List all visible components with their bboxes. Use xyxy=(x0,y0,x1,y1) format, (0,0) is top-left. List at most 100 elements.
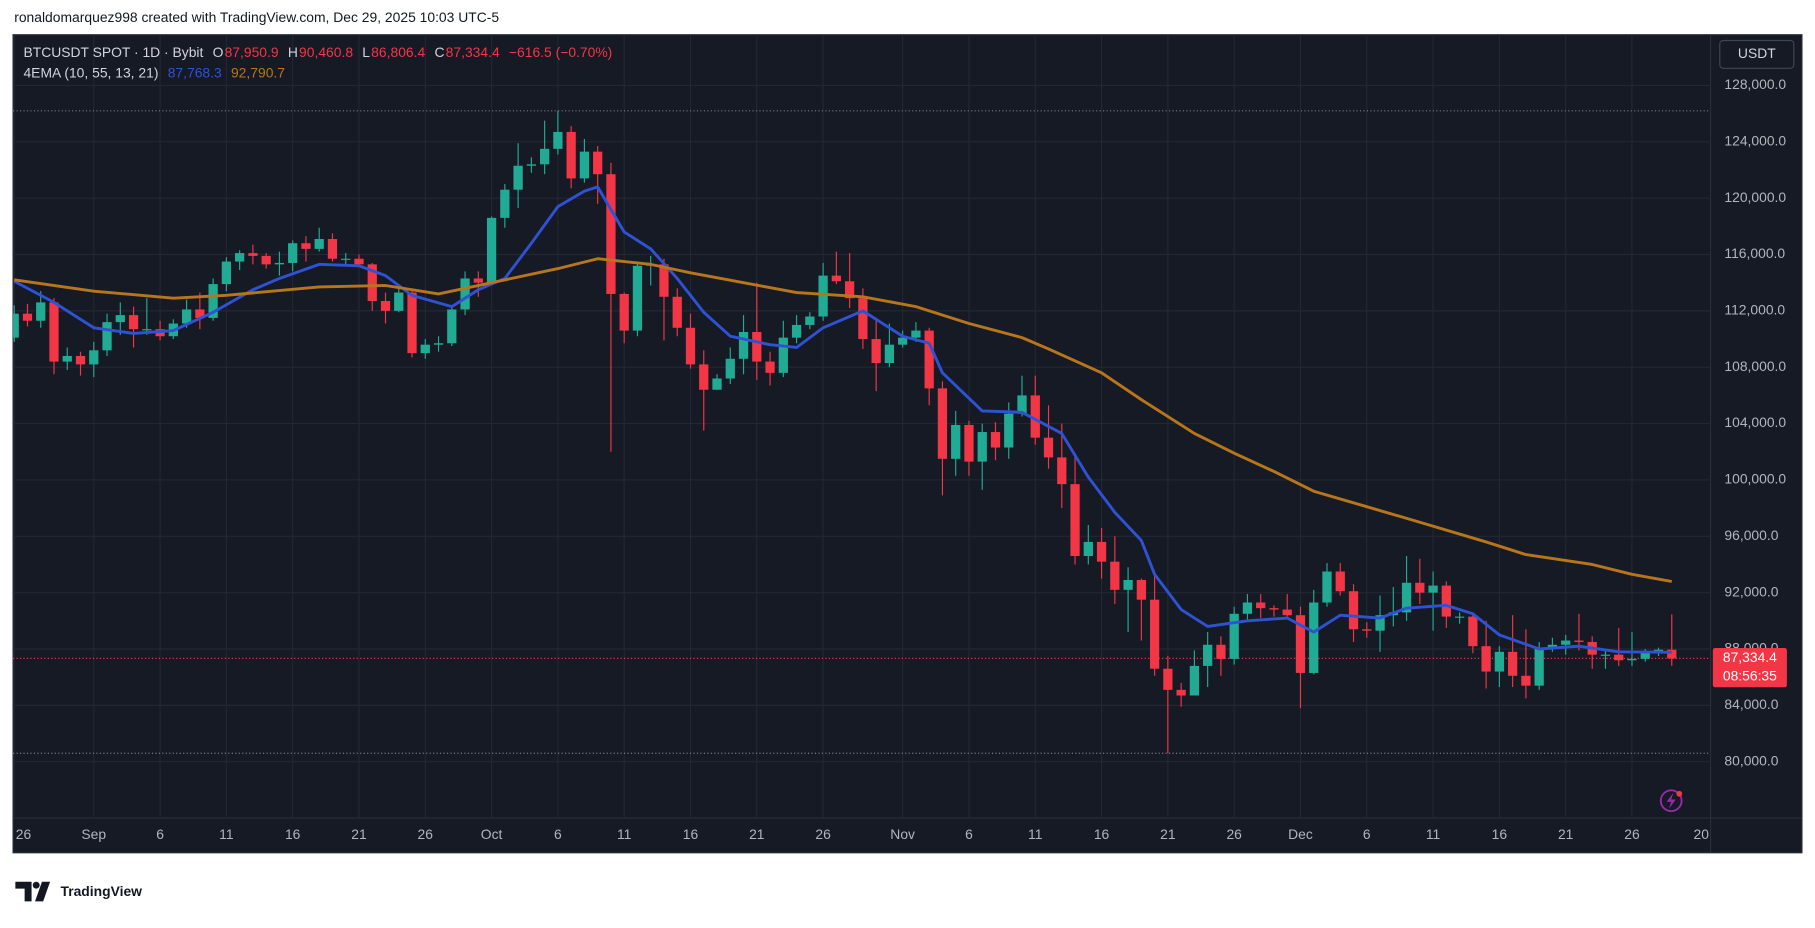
candle-body xyxy=(1030,395,1040,438)
candle-body xyxy=(75,355,86,365)
candle-body xyxy=(778,337,788,373)
plot-area xyxy=(13,110,1677,754)
y-tick-label: 96,000.0 xyxy=(1724,527,1778,543)
candle-body xyxy=(1110,561,1120,590)
candle-body xyxy=(977,432,987,462)
candle-body xyxy=(513,165,523,190)
candle-body xyxy=(937,388,948,459)
candle-body xyxy=(566,131,576,179)
candle-body xyxy=(407,292,417,354)
candle-body xyxy=(1375,615,1385,631)
candle-body xyxy=(1614,654,1624,661)
candle-body xyxy=(1547,644,1558,648)
candle-body xyxy=(1163,668,1173,690)
candle-body xyxy=(1057,457,1067,485)
y-tick-label: 116,000.0 xyxy=(1724,245,1785,261)
x-tick-label: 26 xyxy=(1226,826,1242,842)
y-tick-label: 128,000.0 xyxy=(1724,76,1786,92)
candle-body xyxy=(301,243,311,249)
candle-body xyxy=(1017,395,1027,414)
candle-body xyxy=(1083,541,1093,557)
candle-body xyxy=(791,324,802,338)
candle-body xyxy=(752,331,762,362)
x-tick-label: 21 xyxy=(1160,826,1176,842)
candle-body xyxy=(818,275,828,317)
candle-body xyxy=(805,316,815,325)
alert-icon-ring xyxy=(1659,789,1683,813)
candle-body xyxy=(115,315,125,323)
x-tick-label: Nov xyxy=(890,826,915,842)
candle-body xyxy=(964,424,974,462)
candle-body xyxy=(49,302,59,362)
candle-body xyxy=(765,361,775,373)
candle-body xyxy=(1229,613,1239,659)
y-tick-label: 124,000.0 xyxy=(1724,132,1786,148)
indicator-value: 92,790.7 xyxy=(231,65,285,81)
brand-logo xyxy=(15,881,51,902)
currency-box[interactable] xyxy=(1719,39,1795,69)
logo-t xyxy=(15,881,32,902)
candle-body xyxy=(685,327,696,365)
candle-body xyxy=(420,344,430,354)
x-tick-label: 6 xyxy=(965,826,973,842)
candle-body xyxy=(1295,615,1306,673)
logo-dot xyxy=(32,881,40,889)
y-tick-label: 112,000.0 xyxy=(1724,302,1785,318)
candle-body xyxy=(844,281,855,299)
alert-icon[interactable] xyxy=(1659,789,1683,813)
candle-body xyxy=(13,313,19,338)
candle-body xyxy=(314,239,324,249)
candle-body xyxy=(699,364,709,390)
y-tick-label: 104,000.0 xyxy=(1724,414,1786,430)
candle-body xyxy=(712,378,722,390)
candle-body xyxy=(911,330,921,338)
chart-panel xyxy=(12,34,1803,854)
candle-body xyxy=(1004,413,1014,448)
candle-body xyxy=(1123,579,1133,590)
axes: 80,000.084,000.088,000.092,000.096,000.0… xyxy=(16,76,1787,842)
legend-value: 90,460.8 xyxy=(299,44,353,60)
candle-body xyxy=(593,151,603,175)
legend-key: L xyxy=(362,44,370,60)
candle-body xyxy=(394,292,404,311)
candle-body xyxy=(36,302,46,321)
candle-body xyxy=(1043,437,1054,458)
x-tick-label: 11 xyxy=(1028,826,1043,842)
indicator-value: 87,768.3 xyxy=(168,65,222,81)
y-tick-label: 84,000.0 xyxy=(1724,696,1778,712)
ema-line xyxy=(13,185,1672,654)
candle-body xyxy=(553,131,563,149)
candle-body xyxy=(447,309,457,344)
attribution: ronaldomarquez998 created with TradingVi… xyxy=(14,9,499,25)
candle-body xyxy=(1428,585,1438,593)
candle-body xyxy=(831,275,841,282)
legend-value: 87,950.9 xyxy=(225,44,279,60)
x-tick-label: 16 xyxy=(1094,826,1110,842)
candle-body xyxy=(181,309,192,324)
legend-change: −616.5 (−0.70%) xyxy=(509,44,612,60)
x-tick-label: Sep xyxy=(81,826,106,842)
candle-body xyxy=(486,217,497,283)
candle-body xyxy=(540,148,550,165)
candle-body xyxy=(579,151,590,179)
candle-body xyxy=(1256,602,1266,609)
currency: USDT xyxy=(1738,45,1776,61)
ema-line xyxy=(14,257,1673,583)
x-tick-label: 11 xyxy=(1426,826,1441,842)
candle-body xyxy=(1561,640,1571,645)
legend-key: O xyxy=(213,44,224,60)
x-tick-label: 6 xyxy=(156,826,164,842)
y-tick-label: 120,000.0 xyxy=(1724,189,1786,205)
candle-body xyxy=(725,358,735,379)
x-tick-label: 20 xyxy=(1694,826,1710,842)
candle-body xyxy=(1468,616,1478,647)
candle-body xyxy=(606,174,616,294)
candle-body xyxy=(1203,644,1213,666)
y-tick-label: 108,000.0 xyxy=(1724,358,1786,374)
x-tick-label: Dec xyxy=(1288,826,1313,842)
x-tick-label: 26 xyxy=(1624,826,1640,842)
candle-body xyxy=(221,261,232,285)
alert-icon-dot xyxy=(1676,790,1683,797)
